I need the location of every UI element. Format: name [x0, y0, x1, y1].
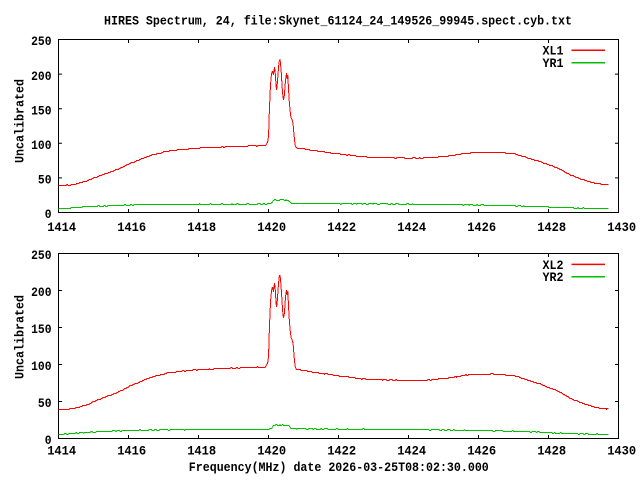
svg-text:1430: 1430: [607, 220, 636, 235]
svg-text:1414: 1414: [47, 220, 76, 235]
svg-text:1430: 1430: [607, 444, 636, 459]
svg-text:1426: 1426: [467, 220, 496, 235]
svg-text:XL1: XL1: [543, 44, 564, 59]
svg-text:100: 100: [31, 138, 52, 153]
svg-text:1428: 1428: [537, 220, 566, 235]
svg-text:1428: 1428: [537, 444, 566, 459]
svg-text:150: 150: [31, 103, 52, 118]
svg-text:HIRES Spectrum, 24, file:Skyne: HIRES Spectrum, 24, file:Skynet_61124_24…: [104, 13, 572, 28]
svg-text:1420: 1420: [257, 444, 286, 459]
svg-text:1422: 1422: [327, 444, 356, 459]
svg-text:1414: 1414: [47, 444, 76, 459]
svg-text:150: 150: [31, 322, 52, 337]
svg-text:1418: 1418: [187, 444, 216, 459]
svg-text:50: 50: [38, 396, 52, 411]
svg-text:200: 200: [31, 285, 52, 300]
svg-text:1416: 1416: [117, 444, 146, 459]
svg-text:50: 50: [38, 173, 52, 188]
svg-text:250: 250: [31, 248, 52, 263]
svg-text:1424: 1424: [397, 444, 426, 459]
svg-text:1426: 1426: [467, 444, 496, 459]
svg-text:250: 250: [31, 34, 52, 49]
svg-text:Uncalibrated: Uncalibrated: [13, 79, 28, 163]
svg-text:1418: 1418: [187, 220, 216, 235]
svg-text:Frequency(MHz) date 2026-03-25: Frequency(MHz) date 2026-03-25T08:02:30.…: [189, 460, 489, 475]
svg-text:XL2: XL2: [543, 258, 564, 273]
svg-text:Uncalibrated: Uncalibrated: [13, 295, 28, 379]
svg-text:1424: 1424: [397, 220, 426, 235]
svg-text:YR2: YR2: [543, 270, 564, 285]
svg-text:100: 100: [31, 359, 52, 374]
svg-text:0: 0: [45, 207, 52, 222]
svg-text:0: 0: [45, 433, 52, 448]
svg-text:1416: 1416: [117, 220, 146, 235]
svg-text:200: 200: [31, 69, 52, 84]
svg-text:1420: 1420: [257, 220, 286, 235]
svg-text:1422: 1422: [327, 220, 356, 235]
svg-text:YR1: YR1: [543, 56, 564, 71]
